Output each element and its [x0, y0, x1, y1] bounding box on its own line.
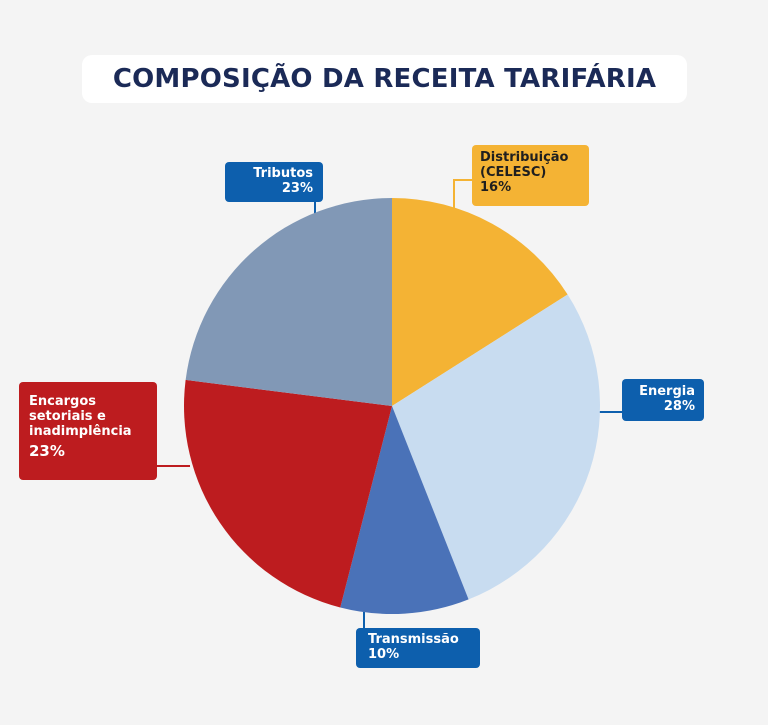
label-energia-pct: 28% [663, 399, 695, 414]
label-transmissao: Transmissão 10% [356, 628, 480, 668]
pie-slices [183, 198, 600, 615]
label-encargos-line-1: Encargos [29, 394, 96, 409]
label-tributos-pct: 23% [281, 181, 313, 196]
label-distribuicao-pct: 16% [480, 180, 512, 195]
leader-distribuicao [453, 179, 472, 210]
label-energia-name: Energia [639, 384, 695, 399]
label-distribuicao-line-2: (CELESC) [480, 165, 547, 180]
label-tributos-name: Tributos [253, 166, 313, 181]
leader-lines [157, 179, 622, 628]
label-transmissao-pct: 10% [368, 647, 400, 662]
label-energia: Energia 28% [622, 379, 704, 421]
chart-title: COMPOSIÇÃO DA RECEITA TARIFÁRIA [112, 64, 657, 94]
label-encargos-line-3: inadimplência [29, 424, 132, 439]
label-distribuicao: Distribuição (CELESC) 16% [472, 145, 589, 206]
label-encargos: Encargos setoriais e inadimplência 23% [19, 382, 157, 480]
label-encargos-pct: 23% [29, 442, 65, 460]
label-transmissao-name: Transmissão [368, 632, 459, 647]
title-banner: COMPOSIÇÃO DA RECEITA TARIFÁRIA [82, 55, 687, 103]
slice-tributos [185, 198, 392, 406]
slice-encargos [183, 379, 392, 608]
label-tributos: Tributos 23% [225, 162, 323, 202]
label-distribuicao-line-1: Distribuição [480, 150, 569, 165]
label-encargos-line-2: setoriais e [29, 409, 106, 424]
slice-transmissao [340, 406, 469, 615]
slice-distribuicao [392, 198, 568, 406]
slice-energia [392, 294, 600, 600]
